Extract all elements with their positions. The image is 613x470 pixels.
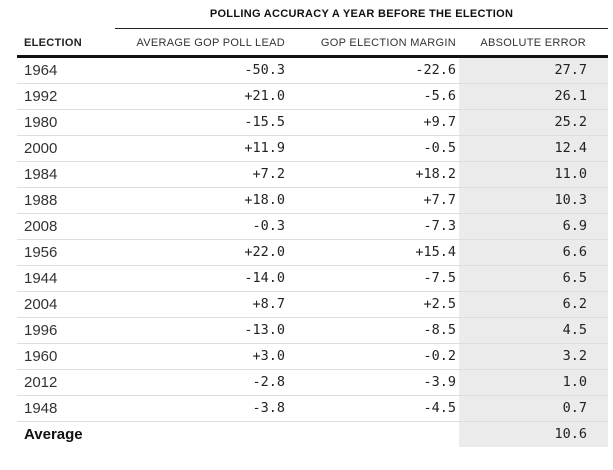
election-cell: 1960 [17, 343, 115, 370]
margin-cell: +2.5 [287, 291, 459, 318]
column-header-avg-gop-poll-lead: AVERAGE GOP POLL LEAD [115, 28, 287, 58]
title-spacer [17, 4, 115, 29]
margin-cell: -8.5 [287, 317, 459, 344]
table-row: 2004 +8.7 +2.5 6.2 [17, 291, 609, 318]
average-error-cell: 10.6 [459, 421, 609, 447]
election-cell: 2012 [17, 369, 115, 396]
table-row: 1980 -15.5 +9.7 25.2 [17, 109, 609, 136]
poll-lead-cell: +21.0 [115, 83, 287, 110]
election-cell: 1964 [17, 56, 115, 84]
table-row: 1956 +22.0 +15.4 6.6 [17, 239, 609, 266]
error-cell: 25.2 [459, 109, 609, 136]
table-row: 1944 -14.0 -7.5 6.5 [17, 265, 609, 292]
error-cell: 6.6 [459, 239, 609, 266]
error-cell: 4.5 [459, 317, 609, 344]
table-body: 1964 -50.3 -22.6 27.7 1992 +21.0 -5.6 26… [17, 56, 609, 422]
polling-accuracy-table: POLLING ACCURACY A YEAR BEFORE THE ELECT… [17, 4, 609, 448]
poll-lead-cell: +7.2 [115, 161, 287, 188]
table-row: 2012 -2.8 -3.9 1.0 [17, 369, 609, 396]
poll-lead-cell: -14.0 [115, 265, 287, 292]
election-cell: 1948 [17, 395, 115, 422]
average-label-cell: Average [24, 426, 83, 443]
table-row: 1964 -50.3 -22.6 27.7 [17, 56, 609, 84]
election-cell: 1996 [17, 317, 115, 344]
table-row: 1984 +7.2 +18.2 11.0 [17, 161, 609, 188]
margin-cell: +7.7 [287, 187, 459, 214]
error-cell: 6.5 [459, 265, 609, 292]
table-row: 2008 -0.3 -7.3 6.9 [17, 213, 609, 240]
margin-cell: -22.6 [287, 56, 459, 84]
table-row: 1988 +18.0 +7.7 10.3 [17, 187, 609, 214]
column-header-row: ELECTION AVERAGE GOP POLL LEAD GOP ELECT… [17, 28, 609, 58]
error-cell: 6.9 [459, 213, 609, 240]
margin-cell: -3.9 [287, 369, 459, 396]
error-cell: 6.2 [459, 291, 609, 318]
poll-lead-cell: -50.3 [115, 56, 287, 84]
column-header-absolute-error: ABSOLUTE ERROR [459, 28, 609, 58]
poll-lead-cell: -15.5 [115, 109, 287, 136]
error-cell: 26.1 [459, 83, 609, 110]
average-poll-lead-cell [115, 422, 287, 448]
column-header-election: ELECTION [17, 28, 115, 58]
poll-lead-cell: +11.9 [115, 135, 287, 162]
election-cell: 1988 [17, 187, 115, 214]
error-cell: 1.0 [459, 369, 609, 396]
margin-cell: +18.2 [287, 161, 459, 188]
table-header: POLLING ACCURACY A YEAR BEFORE THE ELECT… [17, 4, 609, 58]
table-row: 2000 +11.9 -0.5 12.4 [17, 135, 609, 162]
error-cell: 12.4 [459, 135, 609, 162]
election-cell: 1984 [17, 161, 115, 188]
election-cell: 1944 [17, 265, 115, 292]
table-row-average: Average 10.6 [17, 421, 609, 448]
poll-lead-cell: +22.0 [115, 239, 287, 266]
election-cell: 2008 [17, 213, 115, 240]
poll-lead-cell: +18.0 [115, 187, 287, 214]
election-cell: 2000 [17, 135, 115, 162]
error-cell: 27.7 [459, 56, 609, 84]
column-header-gop-election-margin: GOP ELECTION MARGIN [287, 28, 459, 58]
table-row: 1996 -13.0 -8.5 4.5 [17, 317, 609, 344]
poll-lead-cell: +3.0 [115, 343, 287, 370]
table-row: 1960 +3.0 -0.2 3.2 [17, 343, 609, 370]
error-cell: 10.3 [459, 187, 609, 214]
poll-lead-cell: +8.7 [115, 291, 287, 318]
election-cell: 1992 [17, 83, 115, 110]
margin-cell: +9.7 [287, 109, 459, 136]
election-cell: 1980 [17, 109, 115, 136]
error-cell: 0.7 [459, 395, 609, 422]
average-margin-cell [287, 422, 459, 448]
polling-accuracy-table-container: POLLING ACCURACY A YEAR BEFORE THE ELECT… [17, 4, 609, 448]
margin-cell: -0.5 [287, 135, 459, 162]
poll-lead-cell: -13.0 [115, 317, 287, 344]
table-row: 1992 +21.0 -5.6 26.1 [17, 83, 609, 110]
election-cell: 2004 [17, 291, 115, 318]
table-footer: Average 10.6 [17, 421, 609, 448]
error-cell: 11.0 [459, 161, 609, 188]
error-cell: 3.2 [459, 343, 609, 370]
poll-lead-cell: -3.8 [115, 395, 287, 422]
margin-cell: -5.6 [287, 83, 459, 110]
table-title: POLLING ACCURACY A YEAR BEFORE THE ELECT… [115, 4, 609, 29]
election-cell: 1956 [17, 239, 115, 266]
margin-cell: -7.5 [287, 265, 459, 292]
table-row: 1948 -3.8 -4.5 0.7 [17, 395, 609, 422]
margin-cell: -4.5 [287, 395, 459, 422]
poll-lead-cell: -0.3 [115, 213, 287, 240]
margin-cell: -7.3 [287, 213, 459, 240]
table-title-row: POLLING ACCURACY A YEAR BEFORE THE ELECT… [17, 4, 609, 29]
margin-cell: +15.4 [287, 239, 459, 266]
poll-lead-cell: -2.8 [115, 369, 287, 396]
margin-cell: -0.2 [287, 343, 459, 370]
